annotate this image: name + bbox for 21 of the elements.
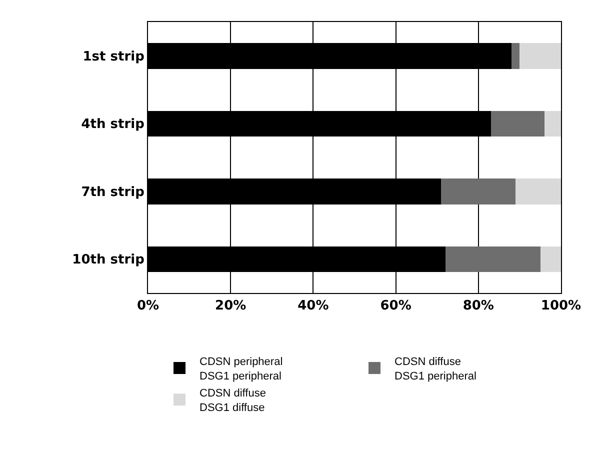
legend-label: CDSN peripheral DSG1 peripheral — [200, 356, 283, 382]
bar — [445, 246, 540, 272]
legend-label: CDSN diffuse DSG1 diffuse — [200, 388, 266, 414]
legend-label: CDSN diffuse DSG1 peripheral — [394, 356, 476, 382]
bar — [544, 110, 561, 136]
y-tick-label: 7th strip — [81, 184, 144, 200]
y-tick-label: 10th strip — [72, 252, 144, 268]
x-tick-label: 100% — [540, 298, 582, 314]
bar — [520, 43, 561, 69]
bar — [490, 110, 544, 136]
bar — [511, 43, 520, 69]
x-tick-label: 60% — [380, 298, 412, 314]
bar — [540, 246, 561, 272]
y-tick-label: 4th strip — [81, 117, 144, 132]
y-tick-label: 1st strip — [82, 49, 144, 64]
bar — [516, 178, 561, 204]
x-tick-label: 80% — [462, 298, 494, 314]
x-tick-label: 20% — [215, 298, 246, 314]
x-tick-label: 40% — [298, 298, 329, 314]
x-tick-label: 0% — [136, 298, 160, 314]
bar — [441, 178, 516, 204]
